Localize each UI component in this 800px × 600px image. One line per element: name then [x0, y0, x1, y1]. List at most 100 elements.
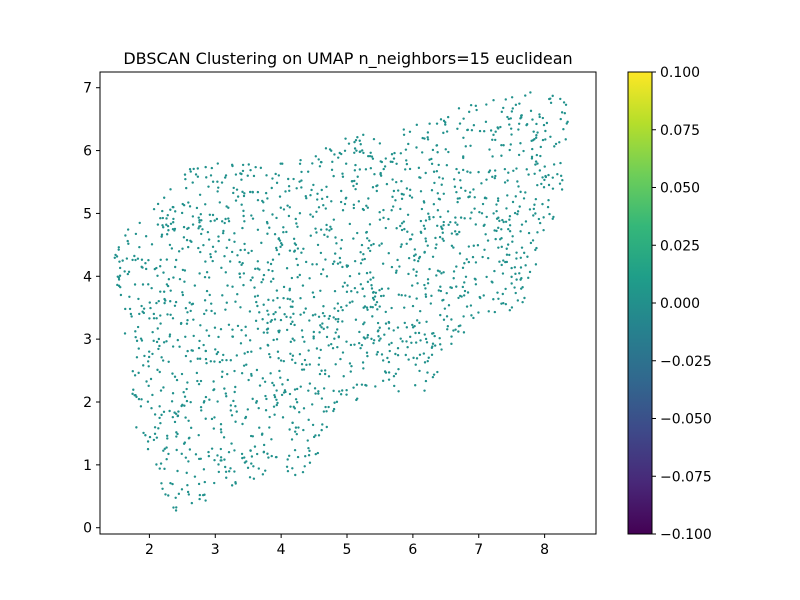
data-point — [309, 213, 312, 216]
data-point — [560, 111, 564, 114]
data-point — [349, 343, 353, 347]
data-point — [497, 246, 500, 249]
data-point — [469, 103, 473, 107]
data-point — [132, 388, 135, 391]
data-point — [511, 107, 514, 110]
data-point — [197, 346, 201, 350]
data-point — [208, 213, 212, 216]
data-point — [500, 110, 503, 114]
data-point — [283, 389, 287, 392]
data-point — [566, 120, 569, 124]
data-point — [314, 155, 318, 158]
data-point — [317, 390, 320, 393]
data-point — [225, 301, 228, 304]
data-point — [219, 428, 223, 431]
data-point — [165, 340, 168, 343]
data-point — [333, 337, 336, 340]
data-point — [150, 286, 153, 290]
data-point — [457, 107, 461, 110]
data-point — [415, 297, 418, 300]
data-point — [534, 160, 538, 163]
data-point — [376, 321, 380, 325]
data-point — [126, 228, 130, 231]
data-point — [362, 133, 365, 137]
data-point — [345, 389, 348, 392]
data-point — [532, 214, 535, 217]
data-point — [383, 333, 386, 336]
data-point — [258, 311, 261, 314]
data-point — [543, 165, 546, 168]
data-point — [378, 326, 381, 329]
data-point — [556, 173, 559, 176]
data-point — [412, 268, 415, 271]
data-point — [339, 200, 343, 204]
data-point — [391, 195, 394, 199]
data-point — [227, 323, 231, 327]
data-point — [158, 416, 161, 420]
data-point — [424, 219, 428, 222]
data-point — [375, 353, 379, 356]
data-point — [286, 378, 289, 382]
data-point — [510, 282, 513, 285]
data-point — [303, 358, 307, 362]
data-point — [341, 209, 345, 212]
data-point — [220, 220, 224, 223]
data-point — [463, 281, 466, 284]
data-point — [496, 199, 500, 203]
data-point — [181, 291, 184, 294]
data-point — [226, 284, 229, 287]
data-point — [300, 368, 304, 371]
data-point — [314, 313, 317, 316]
data-point — [392, 374, 396, 378]
data-point — [151, 352, 154, 356]
data-point — [464, 145, 467, 148]
colorbar: 0.1000.0750.0500.0250.000−0.025−0.050−0.… — [627, 65, 712, 543]
data-point — [344, 162, 348, 165]
data-point — [131, 370, 134, 373]
data-point — [337, 317, 340, 321]
data-point — [277, 331, 281, 334]
plot-frame — [99, 71, 597, 535]
data-point — [480, 182, 483, 185]
data-point — [508, 218, 511, 221]
data-point — [266, 331, 269, 334]
data-point — [321, 322, 324, 325]
data-point — [439, 289, 443, 293]
data-point — [308, 277, 311, 280]
data-point — [410, 341, 413, 344]
data-point — [484, 120, 488, 124]
data-point — [499, 238, 502, 241]
data-point — [431, 342, 435, 345]
data-point — [337, 335, 341, 338]
data-point — [118, 266, 122, 270]
data-point — [406, 346, 409, 349]
data-point — [236, 254, 239, 257]
data-point — [189, 400, 192, 404]
data-point — [227, 217, 230, 220]
data-point — [345, 196, 348, 199]
data-point — [165, 458, 168, 461]
data-point — [180, 488, 184, 491]
data-point — [333, 252, 337, 255]
data-point — [442, 224, 445, 227]
data-point — [261, 432, 264, 435]
data-point — [323, 314, 326, 318]
data-point — [217, 239, 220, 243]
data-point — [199, 213, 202, 216]
data-point — [426, 136, 429, 139]
data-point — [478, 210, 481, 214]
data-point — [390, 306, 393, 310]
data-point — [266, 343, 269, 347]
data-point — [434, 236, 437, 240]
data-point — [159, 314, 162, 317]
data-point — [256, 294, 260, 297]
data-point — [153, 426, 157, 429]
data-point — [189, 309, 192, 313]
data-point — [171, 345, 175, 348]
data-point — [195, 371, 199, 375]
data-point — [153, 432, 157, 436]
data-point — [190, 303, 194, 306]
data-point — [509, 117, 512, 120]
data-point — [177, 410, 180, 413]
